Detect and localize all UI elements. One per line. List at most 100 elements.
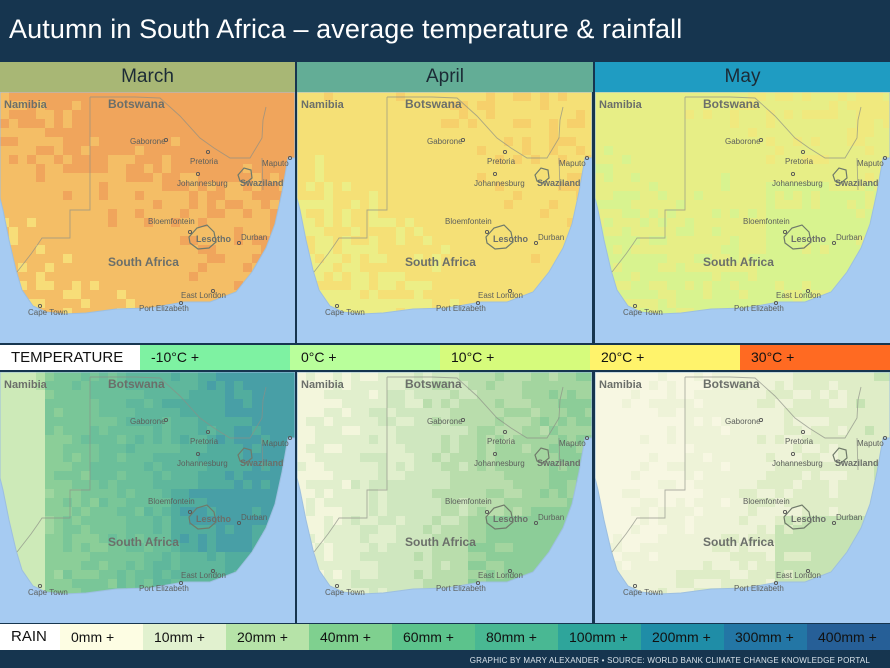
rain-legend-item: 300mm + <box>724 624 807 650</box>
city-marker <box>236 520 242 526</box>
city-label: Durban <box>836 233 862 242</box>
city-marker <box>287 155 293 161</box>
country-label: Namibia <box>301 379 345 391</box>
city-label: Gaborone <box>427 137 463 146</box>
city-marker <box>195 451 201 457</box>
city-marker <box>584 155 590 161</box>
country-border <box>611 96 862 273</box>
country-label: South Africa <box>703 255 774 269</box>
city-label: Durban <box>538 513 564 522</box>
coastline <box>0 372 295 595</box>
country-border <box>313 96 564 273</box>
city-marker <box>334 583 340 589</box>
city-marker <box>502 429 508 435</box>
enclave-border <box>832 447 848 464</box>
city-label: Johannesburg <box>177 459 228 468</box>
legend-label: 200mm + <box>652 629 711 645</box>
rain-legend-item: 20mm + <box>226 624 309 650</box>
enclave-border <box>237 167 253 184</box>
country-label: Lesotho <box>791 234 827 244</box>
legend-label: 80mm + <box>486 629 537 645</box>
legend-label: 60mm + <box>403 629 454 645</box>
city-marker <box>632 303 638 309</box>
rain-legend-item: 200mm + <box>641 624 724 650</box>
city-marker <box>831 520 837 526</box>
rain-legend-item: 80mm + <box>475 624 558 650</box>
city-marker <box>882 155 888 161</box>
city-marker <box>758 417 764 423</box>
country-label: Lesotho <box>196 514 232 524</box>
temperature-grid <box>595 92 890 314</box>
temperature-legend-item: -10°C + <box>140 345 290 370</box>
legend-label: 10°C + <box>451 349 495 365</box>
rain-legend-title: RAIN <box>11 628 47 645</box>
city-label: Cape Town <box>623 588 663 597</box>
enclave-border <box>188 224 217 250</box>
temperature-map-graphic: Namibia Botswana South Africa Lesotho Swazil… <box>595 92 890 343</box>
city-marker <box>800 429 806 435</box>
city-label: Cape Town <box>325 308 365 317</box>
city-marker <box>484 509 490 515</box>
city-label: Durban <box>241 233 267 242</box>
temperature-map-may: Namibia Botswana South Africa Lesotho Swazil… <box>595 92 890 343</box>
city-marker <box>475 580 481 586</box>
temperature-map-march: Namibia Botswana South Africa Lesotho Swazil… <box>0 92 295 343</box>
enclave-border <box>832 167 848 184</box>
city-marker <box>475 300 481 306</box>
city-marker <box>484 229 490 235</box>
legend-label: 0°C + <box>301 349 337 365</box>
city-label: Gaborone <box>725 137 761 146</box>
country-border <box>313 376 564 553</box>
legend-label: 0mm + <box>71 629 115 645</box>
city-label: Durban <box>241 513 267 522</box>
city-marker <box>178 580 184 586</box>
city-label: Cape Town <box>325 588 365 597</box>
city-marker <box>492 171 498 177</box>
country-label: Botswana <box>703 97 760 111</box>
city-marker <box>533 240 539 246</box>
city-label: Maputo <box>857 159 884 168</box>
city-label: Bloemfontein <box>743 217 790 226</box>
temperature-map-graphic: Namibia Botswana South Africa Lesotho Swazil… <box>297 92 592 343</box>
city-label: Cape Town <box>28 308 68 317</box>
country-label: Lesotho <box>493 514 529 524</box>
city-marker <box>502 149 508 155</box>
city-label: Johannesburg <box>772 459 823 468</box>
enclave-border <box>485 504 514 530</box>
country-label: Namibia <box>599 99 643 111</box>
temperature-map-april: Namibia Botswana South Africa Lesotho Swazil… <box>297 92 592 343</box>
temperature-legend-item: 10°C + <box>440 345 590 370</box>
country-label: Botswana <box>405 377 462 391</box>
city-marker <box>287 435 293 441</box>
enclave-border <box>237 447 253 464</box>
city-marker <box>800 149 806 155</box>
city-label: Gaborone <box>427 417 463 426</box>
country-label: Namibia <box>4 99 48 111</box>
enclave-border <box>485 224 514 250</box>
city-label: Johannesburg <box>772 179 823 188</box>
city-marker <box>210 568 216 574</box>
temperature-legend-item: 20°C + <box>590 345 740 370</box>
city-label: Port Elizabeth <box>139 304 189 313</box>
rainfall-map-april: Namibia Botswana South Africa Lesotho Swazil… <box>297 372 592 623</box>
coastline <box>595 372 890 595</box>
country-label: Swaziland <box>240 178 284 188</box>
city-marker <box>758 137 764 143</box>
rainfall-map-graphic: Namibia Botswana South Africa Lesotho Swazil… <box>595 372 890 623</box>
rain-legend-item: 10mm + <box>143 624 226 650</box>
legend-label: 400mm + <box>818 629 877 645</box>
city-label: East London <box>181 291 226 300</box>
country-border <box>16 96 267 273</box>
city-marker <box>882 435 888 441</box>
temperature-legend-title: TEMPERATURE <box>11 349 124 366</box>
city-marker <box>507 568 513 574</box>
temperature-legend: TEMPERATURE -10°C + 0°C + 10°C + 20°C + … <box>0 345 890 370</box>
city-marker <box>831 240 837 246</box>
city-label: Port Elizabeth <box>734 304 784 313</box>
city-marker <box>163 417 169 423</box>
city-marker <box>205 429 211 435</box>
rain-legend-item: 400mm + <box>807 624 890 650</box>
city-label: Gaborone <box>725 417 761 426</box>
city-label: Maputo <box>559 439 586 448</box>
month-label: May <box>724 66 761 87</box>
